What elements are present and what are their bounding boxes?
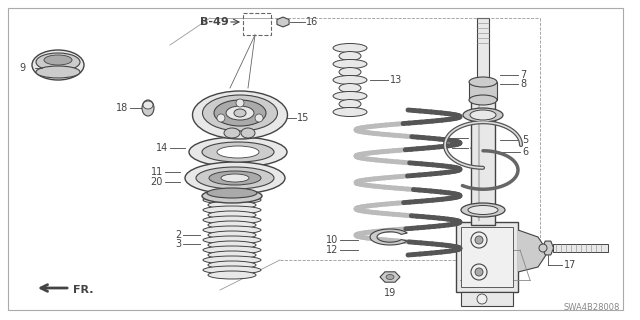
Text: 14: 14 — [156, 143, 168, 153]
Ellipse shape — [36, 53, 80, 71]
Circle shape — [471, 264, 487, 280]
Circle shape — [217, 114, 225, 122]
Ellipse shape — [203, 256, 261, 264]
Text: 11: 11 — [151, 167, 163, 177]
Ellipse shape — [202, 189, 262, 203]
Text: 1: 1 — [470, 133, 476, 143]
Ellipse shape — [333, 44, 367, 52]
Ellipse shape — [470, 110, 496, 120]
Bar — [477, 18, 489, 82]
Ellipse shape — [333, 76, 367, 84]
Polygon shape — [380, 272, 400, 282]
Polygon shape — [518, 230, 548, 272]
Ellipse shape — [185, 162, 285, 194]
Bar — [456, 222, 518, 292]
Ellipse shape — [339, 84, 361, 92]
Text: 13: 13 — [390, 75, 403, 85]
Circle shape — [255, 114, 263, 122]
Polygon shape — [370, 229, 407, 245]
Ellipse shape — [143, 101, 153, 109]
Text: 6: 6 — [522, 147, 528, 157]
Polygon shape — [277, 17, 289, 27]
Text: 15: 15 — [297, 113, 309, 123]
Ellipse shape — [333, 60, 367, 68]
Ellipse shape — [468, 205, 498, 214]
Ellipse shape — [203, 226, 261, 234]
Ellipse shape — [208, 231, 256, 239]
Ellipse shape — [339, 68, 361, 76]
Text: FR.: FR. — [73, 285, 93, 295]
Ellipse shape — [224, 128, 240, 138]
Ellipse shape — [203, 236, 261, 244]
Text: 10: 10 — [326, 235, 338, 245]
Ellipse shape — [202, 95, 278, 131]
Bar — [469, 82, 497, 100]
Circle shape — [475, 268, 483, 276]
Ellipse shape — [463, 108, 503, 122]
Ellipse shape — [339, 52, 361, 60]
Ellipse shape — [234, 109, 246, 117]
Ellipse shape — [208, 241, 256, 249]
Bar — [553, 244, 608, 252]
Ellipse shape — [208, 201, 256, 209]
Ellipse shape — [36, 66, 80, 78]
Ellipse shape — [208, 221, 256, 229]
Bar — [471, 100, 495, 225]
Text: 19: 19 — [384, 288, 396, 298]
Bar — [461, 227, 513, 287]
Text: 7: 7 — [520, 70, 526, 80]
Text: 16: 16 — [306, 17, 318, 27]
Ellipse shape — [386, 275, 394, 279]
Bar — [461, 292, 513, 306]
Ellipse shape — [32, 50, 84, 80]
Ellipse shape — [539, 244, 547, 252]
Ellipse shape — [333, 92, 367, 100]
Ellipse shape — [196, 167, 274, 189]
Ellipse shape — [217, 146, 259, 158]
Ellipse shape — [202, 142, 274, 162]
Ellipse shape — [208, 251, 256, 259]
Text: 5: 5 — [522, 135, 528, 145]
Circle shape — [236, 99, 244, 107]
Ellipse shape — [203, 196, 261, 204]
Polygon shape — [543, 241, 554, 255]
Ellipse shape — [241, 128, 255, 138]
Text: 2: 2 — [175, 230, 181, 240]
Ellipse shape — [226, 106, 254, 120]
Text: 9: 9 — [19, 63, 25, 73]
Text: 8: 8 — [520, 79, 526, 89]
Ellipse shape — [44, 55, 72, 65]
Text: 18: 18 — [116, 103, 128, 113]
Ellipse shape — [203, 216, 261, 224]
Ellipse shape — [469, 95, 497, 105]
Ellipse shape — [142, 100, 154, 116]
Text: 20: 20 — [150, 177, 163, 187]
Ellipse shape — [207, 188, 257, 198]
Text: 3: 3 — [175, 239, 181, 249]
Ellipse shape — [189, 137, 287, 167]
Text: 12: 12 — [326, 245, 338, 255]
Ellipse shape — [203, 246, 261, 254]
Ellipse shape — [208, 261, 256, 269]
Text: 17: 17 — [564, 260, 577, 270]
Ellipse shape — [208, 211, 256, 219]
Ellipse shape — [193, 91, 287, 139]
Text: SWA4B28008: SWA4B28008 — [564, 303, 620, 313]
Ellipse shape — [461, 203, 505, 217]
Ellipse shape — [214, 100, 266, 126]
Text: B-49: B-49 — [200, 17, 228, 27]
Ellipse shape — [339, 100, 361, 108]
Ellipse shape — [221, 174, 249, 182]
Circle shape — [471, 232, 487, 248]
Ellipse shape — [203, 206, 261, 214]
Ellipse shape — [208, 271, 256, 279]
Ellipse shape — [469, 77, 497, 87]
Circle shape — [475, 236, 483, 244]
Ellipse shape — [209, 171, 261, 185]
Circle shape — [477, 294, 487, 304]
Ellipse shape — [203, 266, 261, 274]
Ellipse shape — [333, 108, 367, 116]
Text: 4: 4 — [470, 143, 476, 153]
